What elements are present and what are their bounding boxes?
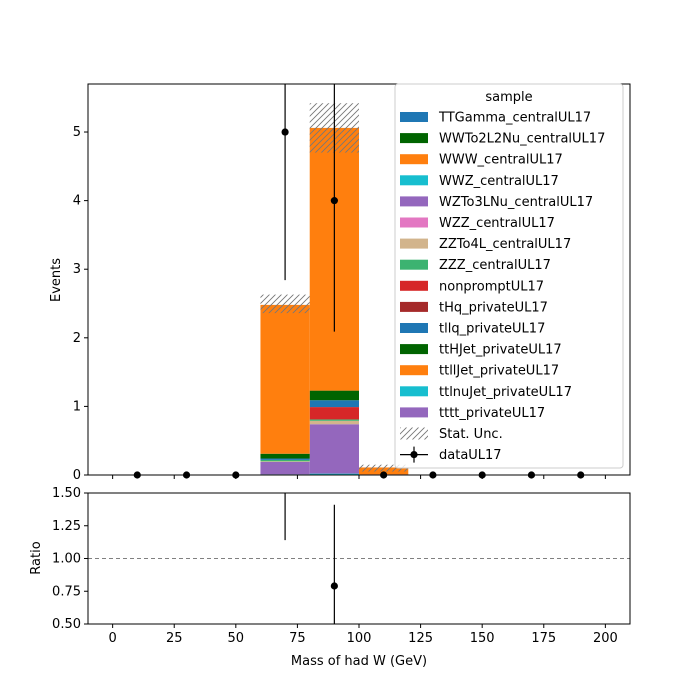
x-axis-label: Mass of had W (GeV) — [291, 654, 427, 669]
main-y-ticks: 0 1 2 3 4 5 — [73, 125, 88, 483]
main-y-tick-label: 0 — [73, 468, 81, 483]
legend-label-TTGamma_centralUL17: TTGamma_centralUL17 — [438, 111, 591, 126]
bar-ttllJet_privateUL17-bin-3 — [260, 304, 310, 454]
legend-swatch-WWW_centralUL17 — [400, 154, 428, 165]
legend-swatch-tllq_privateUL17 — [400, 323, 428, 333]
data-point-4 — [330, 197, 338, 205]
ratio-y-ticks: 0.50 0.75 1.00 1.25 1.50 — [52, 486, 88, 632]
legend: sample TTGamma_centralUL17 WWTo2L2Nu_cent… — [394, 83, 624, 469]
legend-label-tHq_privateUL17: tHq_privateUL17 — [439, 300, 548, 315]
bar-ZZZ_centralUL17-bin-3 — [260, 459, 310, 462]
bar-ttHJet_privateUL17-bin-4 — [309, 390, 359, 401]
main-y-tick-label: 2 — [73, 331, 81, 346]
main-y-tick-label: 3 — [73, 262, 81, 277]
legend-swatch-tttt_privateUL17 — [400, 407, 428, 418]
main-y-tick-label: 4 — [73, 194, 81, 209]
legend-swatch-WZZ_centralUL17 — [400, 217, 428, 228]
legend-label-tttt_privateUL17: tttt_privateUL17 — [439, 406, 545, 421]
legend-label-WZTo3LNu_centralUL17: WZTo3LNu_centralUL17 — [439, 195, 593, 210]
x-tick-label: 0 — [108, 631, 116, 646]
legend-label-data: dataUL17 — [439, 448, 502, 463]
legend-swatch-TTGamma_centralUL17 — [400, 112, 428, 122]
main-x-ticks — [112, 475, 606, 479]
x-tick-label: 75 — [289, 631, 306, 646]
ratio-y-tick-label: 1.25 — [52, 519, 81, 534]
ratio-y-axis-label: Ratio — [29, 541, 44, 574]
legend-label-ZZTo4L_centralUL17: ZZTo4L_centralUL17 — [439, 237, 571, 252]
legend-swatch-ZZZ_centralUL17 — [400, 259, 428, 270]
ratio-y-tick-label: 1.50 — [52, 486, 81, 501]
legend-label-WZZ_centralUL17: WZZ_centralUL17 — [439, 216, 555, 231]
legend-label-ttllJet_privateUL17: ttllJet_privateUL17 — [439, 364, 559, 379]
bar-ttHJet_privateUL17-bin-3 — [260, 453, 310, 459]
data-point-3 — [281, 128, 289, 136]
x-tick-label: 100 — [347, 631, 372, 646]
ratio-axes-frame — [87, 492, 631, 625]
legend-swatch-ttlnuJet_privateUL17 — [400, 386, 428, 397]
bar-ZZTo4L_centralUL17-bin-4 — [309, 420, 359, 425]
bar-WWZ_centralUL17-bin-4 — [309, 473, 359, 475]
legend-label-ttlnuJet_privateUL17: ttlnuJet_privateUL17 — [439, 385, 572, 400]
legend-label-nonpromptUL17: nonpromptUL17 — [439, 279, 544, 294]
x-tick-label: 50 — [228, 631, 245, 646]
x-tick-label: 150 — [470, 631, 495, 646]
legend-title: sample — [485, 90, 532, 105]
legend-swatch-nonpromptUL17 — [400, 280, 428, 291]
main-y-tick-label: 1 — [73, 399, 81, 414]
legend-label-stat-unc: Stat. Unc. — [439, 427, 503, 442]
ratio-panel: 0.50 0.75 1.00 1.25 1.50 0 25 50 75 100 125 150 175… — [29, 486, 631, 646]
bar-tllq_privateUL17-bin-4 — [309, 400, 359, 408]
legend-label-WWTo2L2Nu_centralUL17: WWTo2L2Nu_centralUL17 — [439, 132, 605, 147]
x-tick-label: 25 — [166, 631, 183, 646]
legend-items: TTGamma_centralUL17 WWTo2L2Nu_centralUL17… — [400, 111, 605, 463]
ratio-point-1 — [330, 582, 338, 590]
main-y-tick-label: 5 — [73, 125, 81, 140]
legend-swatch-WWZ_centralUL17 — [400, 175, 428, 186]
main-axes-frame — [87, 83, 631, 476]
legend-swatch-ZZTo4L_centralUL17 — [400, 238, 428, 249]
legend-label-ttHJet_privateUL17: ttHJet_privateUL17 — [439, 343, 562, 358]
ratio-y-tick-label: 0.50 — [52, 617, 81, 632]
legend-label-tllq_privateUL17: tllq_privateUL17 — [439, 322, 545, 337]
bar-ZZTo4L_centralUL17-bin-3 — [260, 461, 310, 462]
legend-swatch-ttHJet_privateUL17 — [400, 344, 428, 355]
stacked-bars — [260, 127, 409, 475]
x-tick-label: 175 — [531, 631, 556, 646]
ratio-y-tick-label: 1.00 — [52, 552, 81, 567]
bar-ZZZ_centralUL17-bin-4 — [309, 419, 359, 421]
legend-swatch-WWTo2L2Nu_centralUL17 — [400, 133, 428, 144]
legend-swatch-tHq_privateUL17 — [400, 301, 428, 312]
ratio-x-ticks: 0 25 50 75 100 125 150 175 200 — [108, 624, 618, 646]
legend-swatch-ttllJet_privateUL17 — [400, 365, 428, 376]
x-tick-label: 125 — [408, 631, 433, 646]
main-y-axis-label: Events — [49, 258, 64, 302]
legend-label-ZZZ_centralUL17: ZZZ_centralUL17 — [439, 258, 551, 273]
legend-swatch-WZTo3LNu_centralUL17 — [400, 196, 428, 207]
legend-label-WWW_centralUL17: WWW_centralUL17 — [439, 153, 563, 168]
x-tick-label: 200 — [593, 631, 618, 646]
data-points — [133, 84, 585, 479]
bar-nonpromptUL17-bin-4 — [309, 407, 359, 420]
ratio-points — [284, 493, 338, 624]
bar-tllq_privateUL17-bin-3 — [260, 458, 310, 460]
bar-WZTo3LNu_centralUL17-bin-3 — [260, 461, 310, 475]
legend-label-WWZ_centralUL17: WWZ_centralUL17 — [439, 174, 559, 189]
ratio-y-tick-label: 0.75 — [52, 584, 81, 599]
main-panel: 0 1 2 3 4 5 Events — [49, 83, 631, 483]
legend-swatch-stat-unc — [400, 427, 428, 440]
legend-box — [394, 83, 624, 469]
stat-unc-bin-5 — [359, 464, 409, 472]
stat-unc-bin-3 — [260, 294, 310, 314]
bar-WZTo3LNu_centralUL17-bin-4 — [309, 424, 359, 474]
legend-data-marker — [410, 451, 418, 459]
